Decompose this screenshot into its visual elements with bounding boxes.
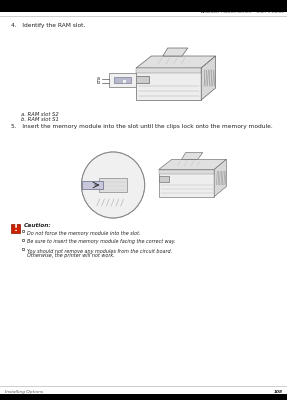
- Text: a. RAM slot S2: a. RAM slot S2: [21, 112, 59, 117]
- Text: a: a: [97, 76, 100, 82]
- FancyBboxPatch shape: [114, 77, 131, 83]
- Polygon shape: [159, 170, 214, 197]
- Polygon shape: [136, 68, 201, 100]
- Polygon shape: [163, 48, 188, 56]
- Polygon shape: [159, 170, 214, 174]
- FancyBboxPatch shape: [82, 181, 103, 189]
- Text: You should not remove any modules from the circuit board.: You should not remove any modules from t…: [27, 248, 172, 254]
- Polygon shape: [136, 68, 201, 73]
- Polygon shape: [182, 152, 203, 159]
- Polygon shape: [214, 159, 226, 197]
- Polygon shape: [201, 56, 216, 100]
- Text: 5.   Insert the memory module into the slot until the clips lock onto the memory: 5. Insert the memory module into the slo…: [11, 124, 273, 129]
- FancyBboxPatch shape: [99, 178, 128, 192]
- Text: 4.   Identify the RAM slot.: 4. Identify the RAM slot.: [11, 23, 86, 28]
- FancyBboxPatch shape: [0, 0, 287, 12]
- Text: !: !: [14, 224, 18, 233]
- Text: Installing Options: Installing Options: [5, 390, 43, 394]
- Text: b: b: [97, 80, 100, 86]
- Polygon shape: [159, 159, 226, 170]
- Polygon shape: [159, 176, 170, 182]
- Circle shape: [82, 152, 144, 218]
- Text: b. RAM slot S1: b. RAM slot S1: [21, 117, 59, 122]
- Circle shape: [81, 152, 145, 218]
- FancyBboxPatch shape: [0, 394, 287, 400]
- Text: Caution:: Caution:: [24, 223, 52, 228]
- Polygon shape: [136, 76, 148, 83]
- Text: AcuLaser M4000 Series    User’s Guide: AcuLaser M4000 Series User’s Guide: [200, 10, 285, 14]
- FancyBboxPatch shape: [109, 73, 136, 87]
- Text: Otherwise, the printer will not work.: Otherwise, the printer will not work.: [27, 253, 115, 258]
- Polygon shape: [136, 56, 216, 68]
- FancyBboxPatch shape: [11, 224, 20, 233]
- Text: Do not force the memory module into the slot.: Do not force the memory module into the …: [27, 230, 140, 236]
- FancyBboxPatch shape: [123, 80, 125, 83]
- Text: Be sure to insert the memory module facing the correct way.: Be sure to insert the memory module faci…: [27, 240, 176, 244]
- Text: 108: 108: [274, 390, 283, 394]
